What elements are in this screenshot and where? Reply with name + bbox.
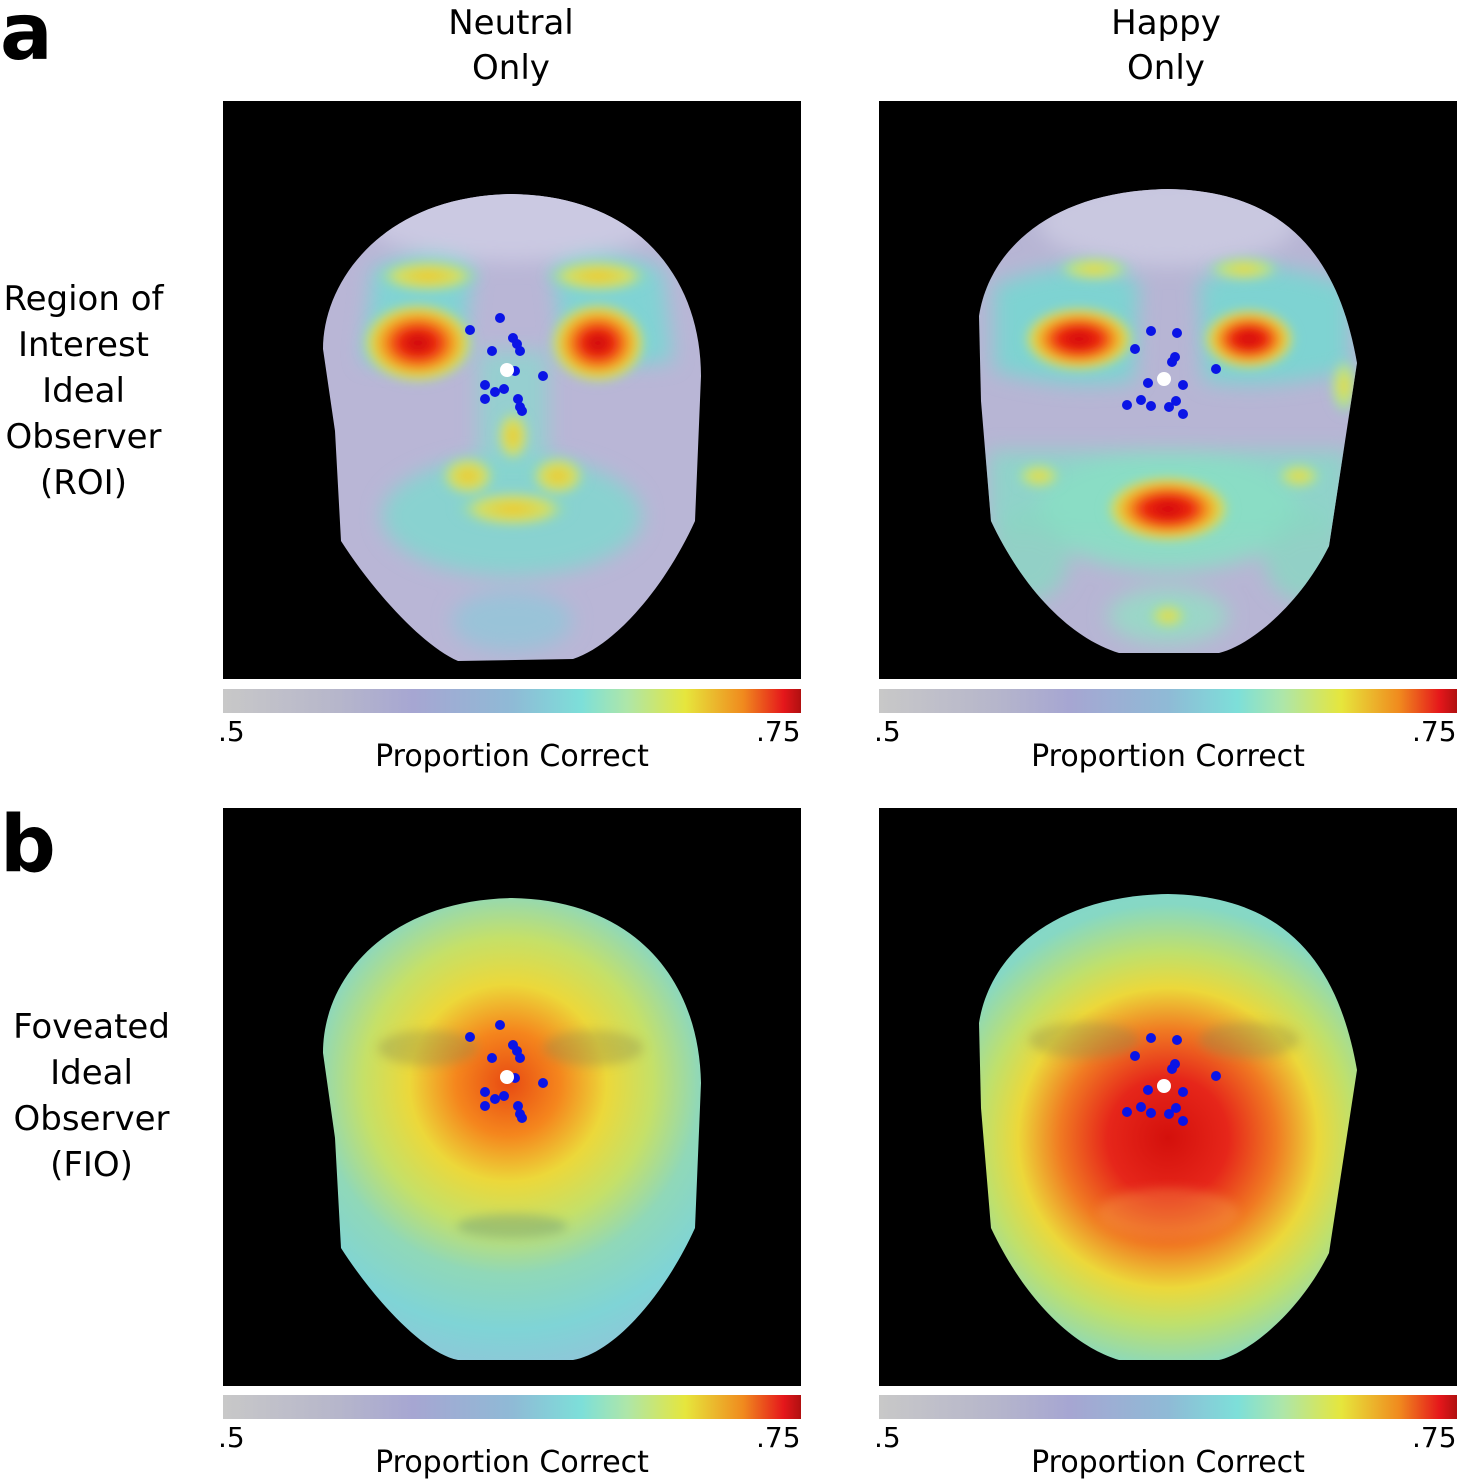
fixation-dot (1178, 409, 1188, 419)
fixation-dot (1146, 326, 1156, 336)
fixation-dot (513, 394, 523, 404)
fixation-dot (480, 380, 490, 390)
row-label-roi-line: Ideal (42, 371, 125, 411)
row-label-fio-line: Foveated (13, 1007, 170, 1047)
colorbar-min-label: .5 (218, 1421, 245, 1454)
fixation-dot (1211, 1071, 1221, 1081)
fixation-group (465, 313, 548, 416)
center-marker (500, 1070, 514, 1084)
row-label-roi-line: (ROI) (40, 463, 127, 503)
fixation-dot (1143, 1085, 1153, 1095)
fixation-dot (1172, 1035, 1182, 1045)
fixation-dot (480, 1087, 490, 1097)
row-label-roi-line: Observer (5, 417, 162, 457)
fixation-group (1122, 326, 1221, 419)
fixation-dot (490, 1094, 500, 1104)
fixation-dot (499, 1091, 509, 1101)
fixation-dot (499, 384, 509, 394)
fixation-dot (517, 1113, 527, 1123)
column-title-happy-line1: Happy (1111, 3, 1221, 43)
panel-letter-b: b (0, 800, 56, 890)
fixation-dot (1171, 396, 1181, 406)
column-title-neutral-line2: Only (472, 48, 550, 88)
fixation-dot (1146, 1108, 1156, 1118)
fixation-dot (538, 371, 548, 381)
center-marker (1157, 1079, 1171, 1093)
fixation-dot (1136, 395, 1146, 405)
colorbar-max-label: .75 (1412, 1421, 1457, 1454)
fixation-dot (495, 313, 505, 323)
center-marker (500, 363, 514, 377)
column-title-happy: Happy Only (1016, 1, 1316, 91)
row-label-fio-line: Ideal (50, 1053, 133, 1093)
panel-letter-a: a (0, 0, 53, 78)
colorbar-fio-neutral (223, 1395, 801, 1419)
colorbar-label: Proportion Correct (375, 1445, 649, 1480)
roi-neutral-map (223, 101, 801, 679)
fixation-dot (538, 1078, 548, 1088)
colorbar-label: Proportion Correct (1031, 739, 1305, 774)
fixation-dot (490, 387, 500, 397)
colorbar-max-label: .75 (756, 715, 801, 748)
colorbar-max-label: .75 (756, 1421, 801, 1454)
fixation-dot (1171, 1103, 1181, 1113)
fixation-dot (1211, 364, 1221, 374)
colorbar-fio-happy (879, 1395, 1457, 1419)
row-label-fio-line: Observer (13, 1099, 170, 1139)
fixation-dot (1136, 1102, 1146, 1112)
fixation-dot (465, 325, 475, 335)
fixation-dot (1164, 1109, 1174, 1119)
fixation-dot (1146, 401, 1156, 411)
fixation-dot (1172, 328, 1182, 338)
row-label-roi-line: Region of (3, 279, 164, 319)
fixation-dot (1146, 1033, 1156, 1043)
colorbar-label: Proportion Correct (1031, 1445, 1305, 1480)
colorbar-label: Proportion Correct (375, 739, 649, 774)
fixation-dot (1130, 344, 1140, 354)
fixation-dot (513, 1101, 523, 1111)
row-label-roi: Region of Interest Ideal Observer (ROI) (0, 276, 171, 506)
fixation-dot (1178, 380, 1188, 390)
fixation-dot (1130, 1051, 1140, 1061)
fio-happy-map (879, 808, 1457, 1386)
fio-neutral-map (223, 808, 801, 1386)
fixation-dot (517, 406, 527, 416)
fixation-dot (487, 1053, 497, 1063)
fixation-dot (1164, 402, 1174, 412)
row-label-fio: Foveated Ideal Observer (FIO) (4, 1004, 179, 1188)
fixation-dot (515, 1053, 525, 1063)
fixation-dot (487, 346, 497, 356)
fixation-group (1122, 1033, 1221, 1126)
row-label-fio-line: (FIO) (50, 1145, 133, 1185)
row-label-roi-line: Interest (17, 325, 150, 365)
column-title-neutral-line1: Neutral (448, 3, 574, 43)
fixation-dot (480, 394, 490, 404)
fixation-dot (1122, 400, 1132, 410)
colorbar-roi-neutral (223, 689, 801, 713)
center-marker (1157, 372, 1171, 386)
colorbar-min-label: .5 (874, 715, 901, 748)
colorbar-min-label: .5 (218, 715, 245, 748)
column-title-neutral: Neutral Only (361, 1, 661, 91)
fixation-dot (515, 346, 525, 356)
fixation-dot (1178, 1116, 1188, 1126)
colorbar-min-label: .5 (874, 1421, 901, 1454)
fixation-dot (1167, 357, 1177, 367)
fixation-group (465, 1020, 548, 1123)
fixation-dot (480, 1101, 490, 1111)
fixation-dot (1178, 1087, 1188, 1097)
column-title-happy-line2: Only (1127, 48, 1205, 88)
fixation-dot (1122, 1107, 1132, 1117)
fixation-dot (1143, 378, 1153, 388)
fixation-dot (495, 1020, 505, 1030)
fixation-dot (465, 1032, 475, 1042)
roi-happy-map (879, 101, 1457, 679)
colorbar-max-label: .75 (1412, 715, 1457, 748)
fixation-dot (1167, 1064, 1177, 1074)
colorbar-roi-happy (879, 689, 1457, 713)
